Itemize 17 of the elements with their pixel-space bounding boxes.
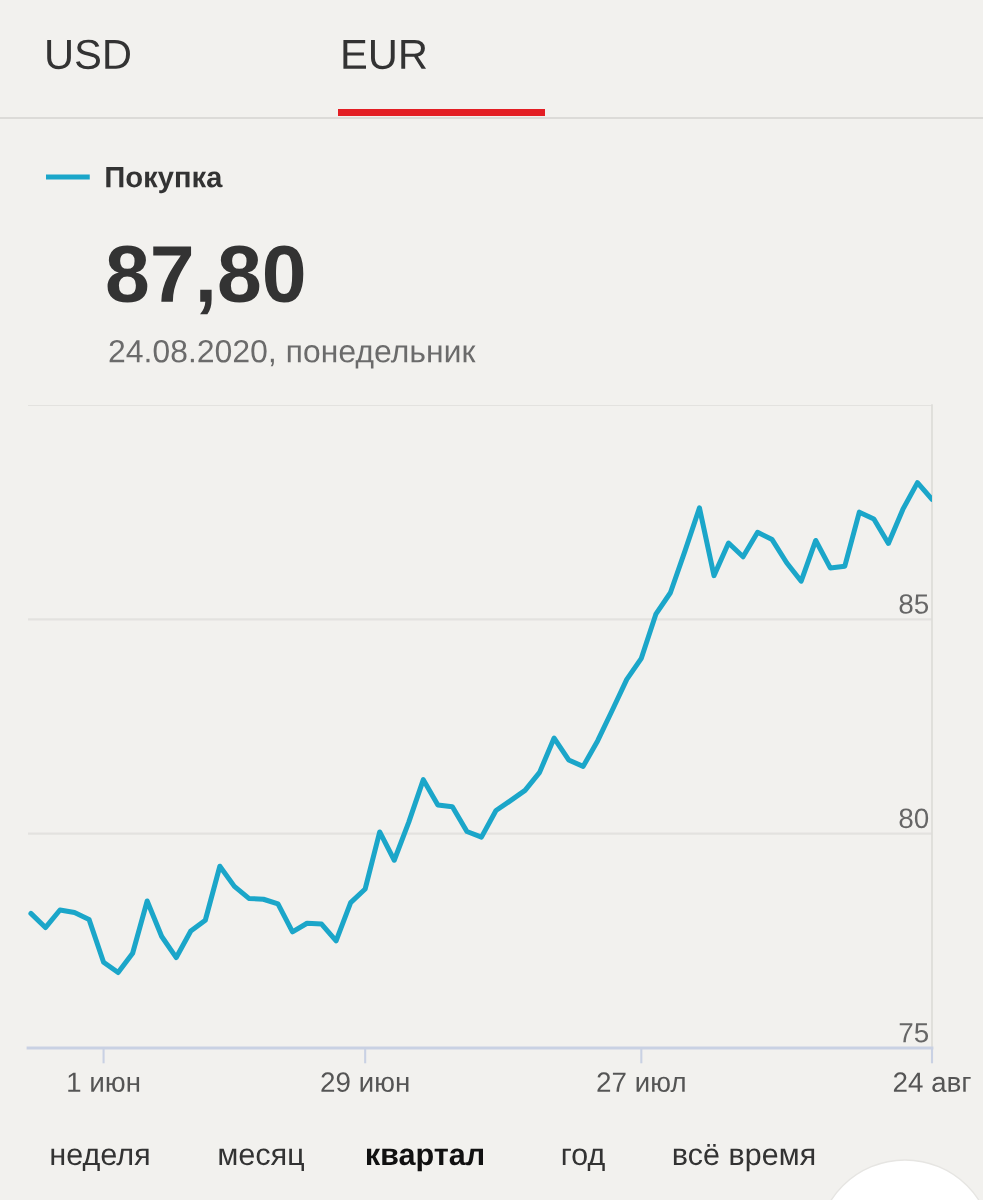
text: год bbox=[562, 1148, 605, 1171]
text: месяц bbox=[219, 1148, 304, 1171]
chart-subtitle: 24.08.2020, понедельник bbox=[109, 339, 476, 369]
y-tick-label: 85 bbox=[899, 594, 929, 614]
text: всё время bbox=[673, 1143, 815, 1172]
x-tick-label: 27 июл bbox=[597, 1072, 685, 1093]
x-tick-label: 1 июн bbox=[68, 1072, 140, 1093]
text: неделя bbox=[51, 1148, 149, 1171]
text: USD bbox=[47, 39, 130, 70]
text: квартал bbox=[366, 1148, 483, 1172]
y-tick-label: 75 bbox=[899, 1023, 929, 1043]
chart-title: 87,80 bbox=[107, 245, 304, 315]
x-tick-label: 29 июн bbox=[321, 1072, 409, 1093]
x-tick-label: 24 авг bbox=[893, 1072, 971, 1093]
text: EUR bbox=[343, 40, 427, 70]
legend-label: Покупка bbox=[106, 167, 223, 194]
y-tick-label: 80 bbox=[899, 808, 929, 829]
